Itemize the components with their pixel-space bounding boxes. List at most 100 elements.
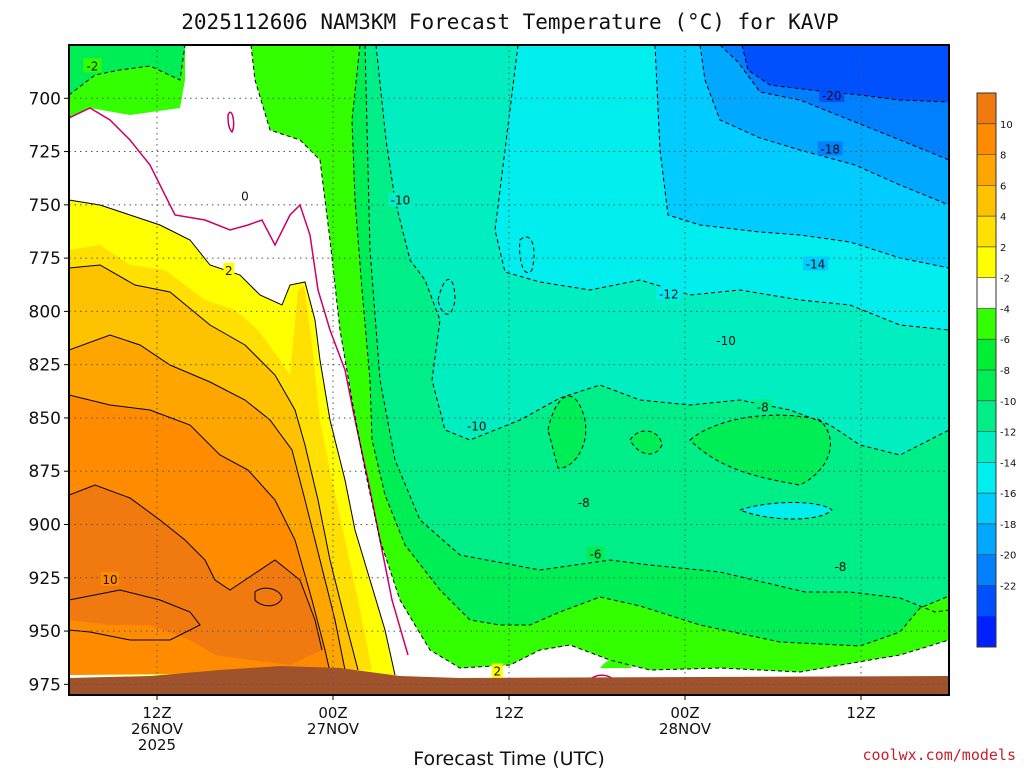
contour-dashed bbox=[519, 236, 535, 273]
colorbar-swatch bbox=[977, 493, 996, 525]
y-tick-label: 875 bbox=[29, 462, 61, 482]
contour-label-bg bbox=[83, 58, 102, 73]
x-tick-label: 2025 bbox=[138, 736, 176, 754]
y-tick-label: 900 bbox=[29, 516, 61, 536]
contour-label: 0 bbox=[241, 189, 249, 203]
x-tick-label: 00Z bbox=[670, 704, 699, 722]
y-tick-label: 775 bbox=[29, 249, 61, 269]
y-tick-label: 725 bbox=[29, 143, 61, 163]
colorbar-swatch bbox=[977, 123, 996, 156]
contour-label-bg bbox=[491, 663, 503, 678]
y-tick-label: 800 bbox=[29, 302, 61, 322]
colorbar-label: -12 bbox=[1000, 428, 1016, 439]
colorbar-swatch bbox=[977, 400, 996, 433]
fill-islands-minus-8 bbox=[548, 396, 831, 485]
colorbar-label: 4 bbox=[1000, 212, 1006, 223]
contour-dashed bbox=[654, 45, 949, 269]
colorbar-swatch bbox=[977, 585, 996, 617]
contour-freezing bbox=[227, 111, 235, 134]
colorbar-label: -16 bbox=[1000, 489, 1016, 500]
contour-label: 2 bbox=[225, 264, 233, 278]
contour-solid bbox=[69, 199, 396, 676]
grid bbox=[69, 45, 949, 695]
contour-label-bg bbox=[817, 141, 843, 156]
chart-title: 2025112606 NAM3KM Forecast Temperature (… bbox=[181, 10, 838, 34]
fill-orange-plus-12 bbox=[69, 485, 322, 665]
colorbar-swatch bbox=[977, 246, 996, 279]
contour-label: -10 bbox=[467, 419, 487, 433]
contour-label: -8 bbox=[578, 496, 590, 510]
contour-label: -10 bbox=[716, 334, 736, 348]
colorbar-label: -8 bbox=[1000, 366, 1010, 377]
colorbar-label: -18 bbox=[1000, 520, 1016, 531]
fill-green-island bbox=[600, 658, 632, 668]
contour-dashed bbox=[494, 45, 949, 331]
contour-label-bg bbox=[656, 286, 682, 301]
colorbar-swatch bbox=[977, 554, 996, 586]
contour-label: -12 bbox=[659, 287, 679, 301]
contour-label-bg bbox=[387, 192, 413, 207]
contour-label-bg bbox=[713, 333, 739, 348]
contour-solid bbox=[69, 394, 331, 673]
contour-dashed bbox=[738, 502, 833, 520]
colorbar-swatch bbox=[977, 370, 996, 402]
colorbar-label: -20 bbox=[1000, 551, 1016, 562]
contour-label-bg bbox=[464, 418, 490, 433]
colorbar-swatch bbox=[977, 616, 996, 648]
contour-label: -10 bbox=[391, 194, 411, 208]
x-axis-label: Forecast Time (UTC) bbox=[413, 748, 604, 768]
contour-lines bbox=[69, 45, 949, 681]
contour-label-bg bbox=[223, 262, 235, 277]
colorbar-label: -6 bbox=[1000, 335, 1010, 346]
x-tick-label: 12Z bbox=[142, 704, 171, 722]
x-tick-label: 28NOV bbox=[659, 720, 712, 738]
contour-dashed bbox=[547, 395, 587, 469]
contour-label: -18 bbox=[820, 142, 840, 156]
contour-label: -20 bbox=[822, 89, 842, 103]
colorbar-swatch bbox=[977, 523, 996, 556]
fill-island-minus-12 bbox=[740, 502, 832, 519]
y-tick-label: 700 bbox=[29, 89, 61, 109]
contour-solid bbox=[69, 484, 323, 651]
colorbar-swatch bbox=[977, 431, 996, 463]
contour-label-bg bbox=[574, 495, 593, 510]
contour-dashed bbox=[69, 45, 186, 96]
colorbar-swatch bbox=[977, 216, 996, 248]
contour-label-bg bbox=[831, 559, 850, 574]
y-tick-label: 975 bbox=[29, 675, 61, 695]
y-axis: 700 725 750 775 800 825 850 875 900 925 950 975 bbox=[29, 89, 69, 695]
contour-solid bbox=[254, 587, 283, 607]
contour-label: 2 bbox=[493, 665, 501, 679]
contour-label-bg bbox=[101, 571, 120, 586]
colorbar-swatch bbox=[977, 154, 996, 186]
colorbar-swatch bbox=[977, 339, 996, 371]
y-tick-label: 825 bbox=[29, 356, 61, 376]
fill-band-minus-22 bbox=[742, 45, 949, 102]
contour-label: -2 bbox=[86, 59, 98, 73]
contour-dashed bbox=[250, 45, 949, 673]
contour-label: -6 bbox=[590, 547, 602, 561]
colorbar-label: -10 bbox=[1000, 397, 1016, 408]
contour-label-bg bbox=[753, 399, 772, 414]
colorbar-label: 8 bbox=[1000, 151, 1006, 162]
contour-solid bbox=[69, 334, 346, 671]
contour-solid bbox=[69, 264, 359, 671]
x-tick-label: 26NOV bbox=[131, 720, 184, 738]
contour-freezing bbox=[69, 107, 409, 656]
contour-label: -14 bbox=[806, 258, 826, 272]
colorbar-swatch bbox=[977, 308, 996, 340]
colorbar-label: -2 bbox=[1000, 274, 1010, 285]
contour-solid bbox=[69, 589, 201, 641]
y-tick-label: 750 bbox=[29, 196, 61, 216]
colorbar: 10 8 6 4 2 -2 -4 -6 -8 -10 -12 -14 -16 -18 -20 -22 bbox=[976, 92, 1016, 648]
contour-dashed bbox=[364, 45, 949, 613]
ground bbox=[69, 666, 949, 695]
colorbar-label: -14 bbox=[1000, 458, 1016, 469]
contour-label-bg bbox=[586, 546, 605, 561]
contour-label: 10 bbox=[102, 573, 117, 587]
y-tick-label: 950 bbox=[29, 622, 61, 642]
y-tick-label: 925 bbox=[29, 569, 61, 589]
